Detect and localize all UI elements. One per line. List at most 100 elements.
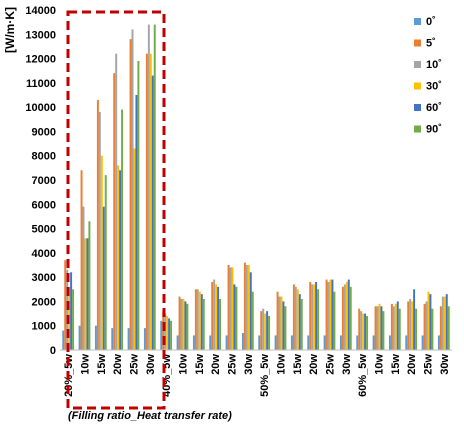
bar [394, 303, 397, 350]
bar [339, 335, 342, 350]
x-tick-label: 40%_5w [161, 354, 173, 397]
bar [100, 155, 103, 350]
bar [233, 284, 236, 350]
x-tick-label: 50%_5w [259, 354, 271, 397]
bar [300, 299, 303, 350]
bar [115, 53, 118, 351]
bar [439, 306, 442, 350]
x-tick-label: 30w [439, 354, 451, 375]
bar [219, 299, 222, 350]
bar [274, 335, 277, 350]
y-tick-label: 0 [50, 345, 56, 357]
legend-label: 0˚ [426, 16, 436, 28]
bar [243, 262, 246, 350]
bar [129, 39, 132, 350]
x-tick-label: 20w [406, 354, 418, 375]
bar [343, 284, 346, 350]
bar [215, 284, 218, 350]
bar [266, 311, 269, 350]
bar [192, 335, 195, 350]
bar [378, 303, 381, 350]
x-tick-label: 10w [80, 354, 92, 375]
bar [260, 311, 263, 350]
bar [341, 286, 344, 350]
y-tick-label: 6000 [32, 199, 56, 211]
y-tick-label: 13000 [25, 29, 56, 41]
bar [127, 328, 130, 350]
bar [178, 296, 181, 350]
bar [176, 335, 179, 350]
bar [231, 267, 234, 350]
bar [427, 291, 430, 350]
bar [164, 313, 167, 350]
bar [282, 301, 285, 350]
y-tick-label: 4000 [32, 248, 56, 260]
legend-swatch [414, 104, 421, 111]
bar [374, 306, 377, 350]
bar [88, 221, 91, 350]
bar [396, 301, 399, 350]
bar [262, 308, 265, 350]
bar [411, 301, 414, 350]
legend: 0˚ 5˚ 10˚ 30˚ 60˚ 90˚ [414, 16, 442, 136]
bar [198, 291, 201, 350]
bar [278, 296, 281, 350]
bar [421, 335, 424, 350]
bar [227, 265, 230, 350]
bar [276, 291, 279, 350]
bar [390, 303, 393, 350]
bar [311, 284, 314, 350]
bar [211, 282, 214, 350]
legend-label: 30˚ [426, 81, 442, 93]
bar [447, 306, 450, 350]
bar [86, 238, 89, 350]
x-tick-label: 25w [423, 354, 435, 375]
bar [429, 294, 432, 350]
x-axis-label: (Filling ratio_Heat transfer rate) [68, 410, 232, 422]
bar [366, 316, 369, 350]
bar [168, 318, 171, 350]
x-tick-label: 25w [325, 354, 337, 375]
legend-label: 90˚ [426, 124, 442, 136]
bar [360, 311, 363, 350]
x-tick-label: 30w [145, 354, 157, 375]
legend-label: 60˚ [426, 102, 442, 114]
bar [84, 238, 87, 350]
bar [153, 24, 156, 350]
bar [333, 291, 336, 350]
legend-label: 5˚ [426, 38, 436, 50]
legend-swatch [414, 125, 421, 133]
bar [258, 335, 261, 350]
highlight-box [66, 10, 166, 410]
bar [241, 333, 244, 350]
bar [317, 289, 320, 350]
bar [329, 279, 332, 350]
x-tick-label: 20w [210, 354, 222, 375]
y-tick-label: 7000 [32, 175, 56, 187]
bar [392, 306, 395, 350]
x-tick-label: 10w [276, 354, 288, 375]
bar [160, 320, 163, 350]
y-axis-label: [W/m·K] [3, 7, 17, 53]
bar [323, 335, 326, 350]
bar [131, 29, 134, 351]
bar [229, 267, 232, 350]
bar [298, 294, 301, 350]
bar [194, 289, 197, 350]
x-tick-label: 10w [374, 354, 386, 375]
bar [166, 316, 169, 350]
bar [413, 289, 416, 350]
bar [82, 206, 85, 350]
x-axis: 20%_5w 10w 15w 20w 25w 30w 40%_5w 10w 15w 20w 25w 3… [60, 349, 452, 397]
bar [345, 282, 348, 350]
y-tick-label: 5000 [32, 224, 56, 236]
legend-swatch [414, 82, 421, 90]
bar [347, 279, 350, 350]
bar [284, 306, 287, 350]
bar [104, 175, 107, 350]
bar [111, 328, 114, 350]
bar [372, 335, 375, 350]
x-tick-label: 15w [96, 354, 108, 375]
bar [249, 272, 252, 350]
